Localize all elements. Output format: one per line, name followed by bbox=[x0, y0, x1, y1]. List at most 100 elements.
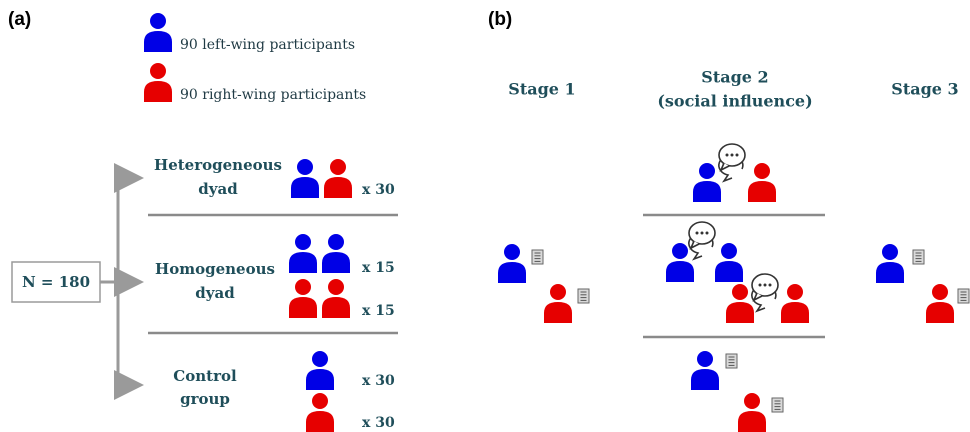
dot bbox=[768, 283, 772, 287]
person-icon bbox=[322, 279, 350, 318]
total: N = 180 bbox=[22, 273, 90, 291]
dot bbox=[763, 283, 767, 287]
person-icon bbox=[544, 284, 572, 323]
head bbox=[697, 351, 713, 367]
dot bbox=[725, 153, 729, 157]
chat-icon bbox=[688, 221, 716, 261]
person-icon bbox=[322, 234, 350, 273]
body bbox=[715, 261, 743, 282]
body bbox=[289, 297, 317, 318]
person-icon bbox=[306, 351, 334, 390]
person-icon bbox=[715, 243, 743, 282]
head bbox=[672, 243, 688, 259]
person-icon bbox=[738, 393, 766, 432]
body bbox=[726, 302, 754, 323]
count: x 15 bbox=[362, 260, 395, 276]
legend-text: 90 left-wing participants bbox=[180, 37, 355, 53]
head bbox=[732, 284, 748, 300]
person-icon bbox=[289, 234, 317, 273]
dot bbox=[700, 231, 704, 235]
body bbox=[291, 177, 319, 198]
head bbox=[550, 284, 566, 300]
total-box bbox=[11, 261, 101, 303]
head bbox=[504, 244, 520, 260]
person-icon bbox=[691, 351, 719, 390]
count: x 30 bbox=[362, 373, 395, 389]
person-icon bbox=[748, 163, 776, 202]
person-icon bbox=[693, 163, 721, 202]
body bbox=[322, 252, 350, 273]
body bbox=[144, 81, 172, 102]
legend-text: 90 right-wing participants bbox=[180, 87, 366, 103]
group-name: Heterogeneous bbox=[154, 156, 282, 174]
bubble-tail bbox=[719, 162, 730, 172]
bubble-tail bbox=[689, 240, 700, 250]
panel-label: (b) bbox=[488, 9, 512, 30]
dot bbox=[735, 153, 739, 157]
head bbox=[328, 279, 344, 295]
head bbox=[330, 159, 346, 175]
chat-icon bbox=[718, 143, 746, 183]
body bbox=[876, 262, 904, 283]
body bbox=[693, 181, 721, 202]
head bbox=[150, 63, 166, 79]
body bbox=[738, 411, 766, 432]
dot bbox=[695, 231, 699, 235]
person-icon bbox=[666, 243, 694, 282]
person-icon bbox=[324, 159, 352, 198]
person-icon bbox=[876, 244, 904, 283]
head bbox=[744, 393, 760, 409]
document-icon bbox=[912, 249, 925, 265]
head bbox=[754, 163, 770, 179]
body bbox=[498, 262, 526, 283]
document-icon bbox=[771, 397, 784, 413]
document-icon bbox=[957, 288, 970, 304]
person-icon bbox=[144, 13, 172, 52]
body bbox=[144, 31, 172, 52]
body bbox=[324, 177, 352, 198]
head bbox=[932, 284, 948, 300]
panel-label: (a) bbox=[8, 9, 31, 30]
body bbox=[691, 369, 719, 390]
head bbox=[882, 244, 898, 260]
person-icon bbox=[289, 279, 317, 318]
head bbox=[295, 279, 311, 295]
person-icon bbox=[306, 393, 334, 432]
group-name: dyad bbox=[195, 284, 235, 302]
group-name: Homogeneous bbox=[155, 260, 275, 278]
body bbox=[306, 411, 334, 432]
document-icon bbox=[725, 353, 738, 369]
head bbox=[787, 284, 803, 300]
bubble-tail bbox=[752, 292, 763, 302]
body bbox=[781, 302, 809, 323]
separators bbox=[148, 213, 825, 339]
dot bbox=[730, 153, 734, 157]
group-name: group bbox=[180, 390, 230, 408]
group-name: Control bbox=[173, 367, 237, 385]
document-icon bbox=[577, 288, 590, 304]
body bbox=[322, 297, 350, 318]
body bbox=[926, 302, 954, 323]
count: x 30 bbox=[362, 415, 395, 431]
head bbox=[295, 234, 311, 250]
head bbox=[312, 351, 328, 367]
stage-subtitle: (social influence) bbox=[657, 92, 812, 111]
person-icon bbox=[291, 159, 319, 198]
arrows bbox=[100, 163, 144, 400]
body bbox=[289, 252, 317, 273]
body bbox=[666, 261, 694, 282]
stage-title: Stage 3 bbox=[891, 80, 958, 99]
chat-icon bbox=[751, 273, 779, 313]
stage-title: Stage 2 bbox=[701, 68, 768, 87]
person-icon bbox=[781, 284, 809, 323]
head bbox=[328, 234, 344, 250]
person-icon bbox=[926, 284, 954, 323]
body bbox=[306, 369, 334, 390]
group-name: dyad bbox=[198, 180, 238, 198]
count: x 15 bbox=[362, 303, 395, 319]
document-icon bbox=[531, 249, 544, 265]
count: x 30 bbox=[362, 182, 395, 198]
dot bbox=[705, 231, 709, 235]
head bbox=[699, 163, 715, 179]
